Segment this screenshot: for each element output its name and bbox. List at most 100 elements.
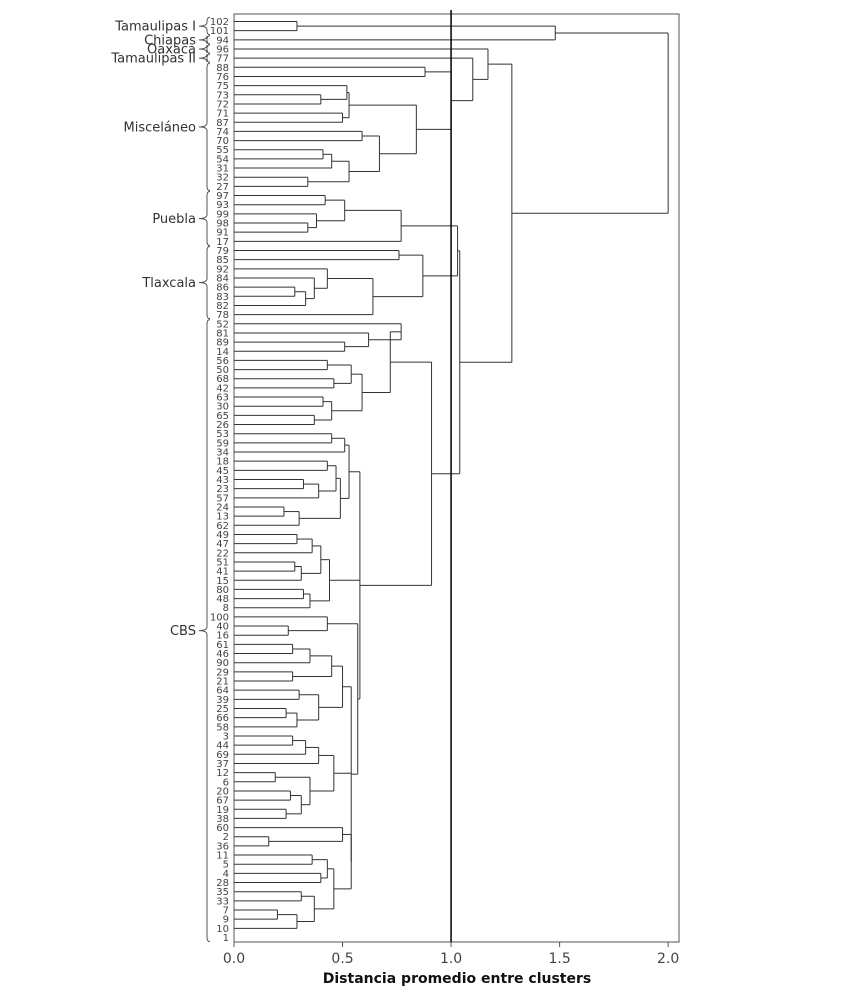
leaf-label: 51	[216, 557, 229, 568]
leaf-label: 78	[216, 310, 229, 321]
leaf-label: 31	[216, 164, 229, 175]
dendrogram-links	[234, 21, 669, 929]
leaf-label: 98	[216, 219, 229, 230]
leaf-label: 44	[216, 741, 229, 752]
leaf-label: 11	[216, 851, 229, 862]
leaf-label: 32	[216, 173, 229, 184]
leaf-label: 97	[216, 191, 229, 202]
leaf-label: 6	[223, 777, 229, 788]
leaf-label: 29	[216, 667, 229, 678]
leaf-label: 26	[216, 420, 229, 431]
group-brace	[198, 53, 211, 63]
leaf-label: 73	[216, 90, 229, 101]
leaf-label: 2	[223, 832, 229, 843]
leaf-label: 83	[216, 292, 229, 303]
group-brace	[198, 62, 211, 192]
leaf-label: 80	[216, 585, 229, 596]
leaf-label: 20	[216, 786, 229, 797]
leaf-label: 81	[216, 328, 229, 339]
leaf-label: 18	[216, 457, 229, 468]
leaf-label: 56	[216, 356, 229, 367]
x-tick-label: 1.5	[548, 951, 570, 967]
leaf-label: 23	[216, 484, 229, 495]
leaf-label: 9	[223, 915, 229, 926]
leaf-label: 12	[216, 768, 229, 779]
leaf-label: 50	[216, 365, 229, 376]
leaf-label: 65	[216, 411, 229, 422]
leaf-label: 86	[216, 283, 229, 294]
leaf-label: 62	[216, 521, 229, 532]
leaf-label: 82	[216, 301, 229, 312]
x-axis: 0.0 0.5 1.0 1.5 2.0	[223, 942, 679, 967]
group-label: Chiapas	[144, 33, 196, 48]
leaf-label: 22	[216, 548, 229, 559]
leaf-label: 67	[216, 796, 229, 807]
leaf-label: 27	[216, 182, 229, 193]
leaf-label: 89	[216, 338, 229, 349]
leaf-label: 34	[216, 448, 229, 459]
x-axis-title: Distancia promedio entre clusters	[323, 971, 591, 987]
leaf-label: 70	[216, 136, 229, 147]
leaf-label: 55	[216, 145, 229, 156]
leaf-label: 1	[223, 933, 229, 944]
leaf-label: 72	[216, 99, 229, 110]
group-label: CBS	[170, 624, 196, 639]
leaf-label: 59	[216, 438, 229, 449]
leaf-label: 17	[216, 237, 229, 248]
leaf-label: 87	[216, 118, 229, 129]
leaf-label: 30	[216, 402, 229, 413]
leaf-label: 49	[216, 530, 229, 541]
leaf-label: 102	[210, 17, 229, 28]
leaf-label: 19	[216, 805, 229, 816]
leaf-label: 88	[216, 63, 229, 74]
leaf-label: 13	[216, 512, 229, 523]
leaf-label: 61	[216, 640, 229, 651]
leaf-label: 48	[216, 594, 229, 605]
leaf-label: 53	[216, 429, 229, 440]
leaf-label: 24	[216, 502, 229, 513]
leaf-label: 75	[216, 81, 229, 92]
leaf-label: 79	[216, 246, 229, 257]
leaf-label: 69	[216, 750, 229, 761]
leaf-label: 77	[216, 54, 229, 65]
group-label: Tlaxcala	[141, 276, 196, 291]
leaf-label: 21	[216, 677, 229, 688]
leaf-label: 54	[216, 154, 229, 165]
group-label: Tamaulipas I	[114, 20, 196, 35]
leaf-label: 3	[223, 731, 229, 742]
group-brace	[198, 16, 211, 36]
leaf-label: 91	[216, 228, 229, 239]
leaf-label: 39	[216, 695, 229, 706]
leaf-label: 33	[216, 896, 229, 907]
plot-frame	[233, 13, 680, 943]
group-brace	[198, 44, 211, 54]
x-tick-label: 2.0	[657, 951, 679, 967]
leaf-label: 57	[216, 493, 229, 504]
group-brace	[198, 190, 211, 246]
leaf-label: 35	[216, 887, 229, 898]
leaf-label: 63	[216, 393, 229, 404]
leaf-label: 46	[216, 649, 229, 660]
group-label: Misceláneo	[123, 120, 196, 135]
x-tick-label: 1.0	[440, 951, 462, 967]
leaf-label: 4	[223, 869, 229, 880]
leaf-label: 96	[216, 44, 229, 55]
group-label: Oaxaca	[147, 42, 196, 57]
leaf-label: 64	[216, 686, 229, 697]
leaf-label: 99	[216, 209, 229, 220]
leaf-label: 43	[216, 475, 229, 486]
leaf-label: 36	[216, 841, 229, 852]
group-label: Puebla	[152, 212, 196, 227]
leaf-label: 101	[210, 26, 229, 37]
leaf-label: 76	[216, 72, 229, 83]
leaf-label: 41	[216, 567, 229, 578]
leaf-label: 45	[216, 466, 229, 477]
leaf-label: 42	[216, 383, 229, 394]
leaf-label: 66	[216, 713, 229, 724]
leaf-label: 5	[223, 860, 229, 871]
leaf-label: 47	[216, 539, 229, 550]
leaf-label: 68	[216, 374, 229, 385]
leaf-label: 8	[223, 603, 229, 614]
group-brace	[198, 319, 211, 943]
leaf-label: 93	[216, 200, 229, 211]
